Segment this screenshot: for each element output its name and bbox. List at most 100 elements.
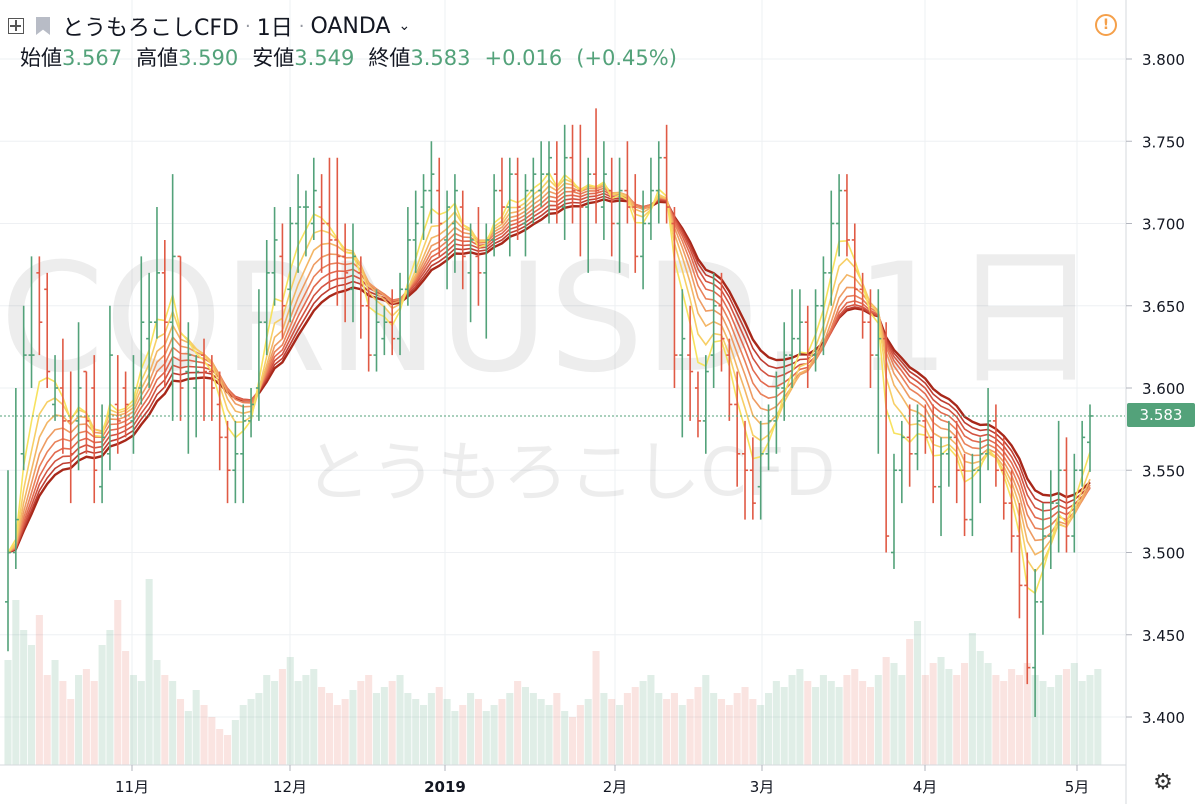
ohlc-bar [671,207,678,388]
ohlc-bar [240,404,247,504]
volume-bar [600,693,608,765]
ohlc-bar [59,338,66,454]
volume-bar [474,699,482,765]
volume-bar [90,681,98,765]
ohlc-bar [122,371,129,438]
ohlc-bar [883,322,890,553]
ohlc-bar [106,305,113,471]
volume-bar [702,675,710,765]
volume-bar [192,690,200,765]
ohlc-bar [546,141,552,224]
volume-bar [169,681,177,765]
ohlc-bar [1087,404,1093,472]
chevron-down-icon[interactable]: ⌄ [398,18,411,34]
price-tick-label: 3.550 [1142,462,1185,480]
watermark-name: とうもろこしCFD [305,434,836,511]
ohlc-bar [930,404,937,504]
ohlc-bar [898,420,905,504]
ohlc-bar [20,305,27,471]
ohlc-bar [444,190,451,290]
volume-bar [427,693,435,765]
volume-bar [349,690,357,765]
ohlc-bar [694,371,701,438]
ohlc-bar [804,305,811,388]
volume-bar [859,681,867,765]
ohlc-bar [796,289,803,356]
ohlc-bar [302,190,309,257]
ohlc-bar [522,174,529,257]
ohlc-bar [663,124,670,224]
open-value: 始値3.567 [20,46,123,70]
interval-label[interactable]: 1日 [256,16,293,41]
volume-bar [239,705,247,765]
gear-icon[interactable]: ⚙ [1153,770,1173,795]
volume-bar [506,693,514,765]
volume-bar [59,681,67,765]
ohlc-bar [459,190,466,290]
volume-bar [827,681,835,765]
ohlc-bar [248,388,255,438]
volume-bar [82,669,90,765]
flag-icon[interactable] [36,17,50,35]
volume-bar [529,693,537,765]
expand-icon[interactable] [8,18,24,34]
ohlc-bar [812,289,819,372]
ohlc-bar [153,207,160,339]
ohlc-bar [749,437,756,520]
volume-bar [725,705,733,765]
volume-bar [545,705,553,765]
ohlc-bar [412,190,419,273]
ohlc-bar [734,371,741,487]
ohlc-bar [75,322,82,471]
volume-bar [1008,669,1016,765]
ohlc-bar [608,157,615,257]
volume-bar [796,669,804,765]
volume-bar [733,693,741,765]
ohlc-bar [404,207,411,306]
ohlc-bar [193,355,200,438]
volume-bar [388,681,396,765]
change-percent: (+0.45%) [576,46,677,70]
volume-bar [1031,675,1039,765]
ohlc-bar [326,157,333,290]
ohlc-bar [538,141,545,208]
low-value: 安値3.549 [252,46,355,70]
volume-bar [75,675,83,765]
ohlc-bar [397,272,404,356]
ohlc-bar [530,157,537,224]
ohlc-bar [349,223,356,323]
volume-bar [929,663,937,765]
ohlc-bar [875,289,882,454]
volume-bar [278,669,286,765]
ohlc-bar [475,207,482,306]
symbol-name[interactable]: とうもろこしCFD [62,16,239,41]
price-tick-label: 3.600 [1142,380,1185,398]
volume-bar [4,660,12,765]
ohlc-bar [1000,437,1007,520]
ohlc-bar [232,420,239,504]
ohlc-bar [389,289,396,356]
ohlc-bar [836,174,843,257]
volume-bar [874,675,882,765]
price-tick-label: 3.450 [1142,627,1185,645]
ohlc-bar [757,420,764,520]
ohlc-bar [593,108,600,224]
volume-bar [1078,681,1086,765]
ohlc-bar [185,322,192,454]
ohlc-bar [726,338,733,421]
last-price-tag: 3.583 [1127,403,1195,427]
exchange-label[interactable]: OANDA [310,13,391,39]
ohlc-bar [655,141,662,224]
volume-bar [772,681,780,765]
volume-bar [98,645,106,765]
volume-bar [568,717,577,765]
volume-bar [271,681,279,765]
ohlc-bar [561,124,568,240]
ohlc-bar [553,141,560,224]
volume-bar [968,633,976,765]
alert-icon[interactable]: ! [1095,14,1117,36]
volume-bar [976,651,984,765]
volume-bar [623,693,631,765]
ohlc-bar [428,141,435,224]
